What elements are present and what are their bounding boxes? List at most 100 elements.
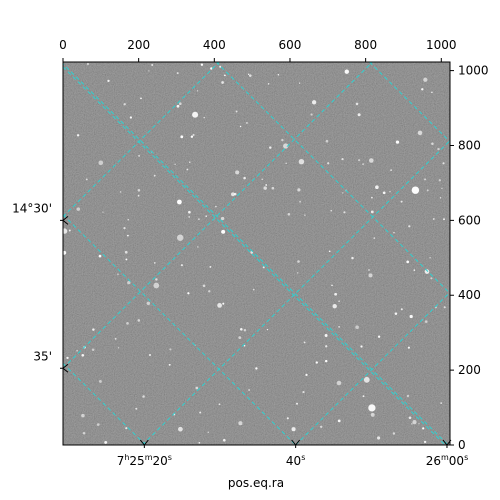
star	[85, 178, 88, 181]
star	[76, 207, 81, 211]
star	[429, 257, 431, 259]
grid-line-2	[63, 363, 146, 445]
image-panel	[62, 61, 451, 446]
star	[408, 416, 412, 420]
x-tick-label: 400	[203, 38, 226, 52]
star	[421, 88, 424, 91]
star	[338, 326, 340, 328]
star	[174, 163, 176, 165]
star	[192, 111, 199, 118]
star	[209, 265, 212, 268]
star	[390, 169, 392, 171]
grid-line-5	[63, 63, 449, 445]
star	[296, 402, 298, 405]
y-tick-label: 800	[458, 138, 481, 152]
star	[443, 306, 446, 309]
star	[235, 110, 238, 113]
ra-tick-mark	[442, 439, 452, 448]
star	[422, 427, 425, 430]
star	[98, 160, 104, 166]
star	[441, 187, 443, 190]
star	[127, 219, 129, 221]
star	[363, 376, 370, 383]
star	[430, 277, 433, 280]
star	[207, 431, 209, 433]
star	[281, 138, 284, 142]
star	[423, 440, 427, 444]
star	[358, 159, 361, 162]
star	[176, 72, 179, 75]
star	[217, 303, 222, 308]
star	[177, 234, 184, 241]
star	[370, 210, 374, 214]
star	[332, 304, 337, 309]
star	[153, 261, 156, 264]
star	[138, 154, 141, 157]
star	[82, 432, 86, 435]
star	[297, 260, 300, 263]
star	[266, 328, 269, 331]
star	[336, 380, 342, 386]
star	[342, 192, 344, 194]
star	[286, 417, 289, 420]
coordinate-grid	[63, 62, 450, 445]
star	[382, 191, 386, 195]
star	[98, 379, 102, 383]
star	[418, 423, 420, 425]
star	[351, 256, 354, 260]
star	[219, 65, 222, 68]
y-tick-label: 1000	[458, 64, 489, 78]
star	[192, 133, 195, 136]
star	[199, 411, 202, 414]
star	[417, 130, 423, 136]
star	[125, 258, 128, 261]
star	[76, 349, 78, 352]
star	[426, 189, 429, 192]
star	[104, 440, 108, 444]
star	[341, 158, 344, 161]
star	[197, 246, 199, 248]
x-tick-label: 0	[59, 38, 67, 52]
star	[325, 345, 328, 348]
star	[424, 178, 427, 181]
star	[400, 308, 403, 311]
star	[324, 359, 328, 363]
star	[243, 329, 247, 332]
star	[188, 210, 191, 214]
star	[297, 272, 299, 274]
star	[439, 197, 442, 199]
star	[81, 353, 85, 357]
star	[252, 288, 255, 291]
star	[221, 229, 226, 234]
star	[432, 218, 435, 220]
star	[240, 328, 243, 331]
star	[303, 341, 306, 344]
star	[245, 121, 248, 124]
star	[190, 135, 194, 138]
y-tick-label: 200	[458, 363, 481, 377]
x-tick-label: 200	[127, 38, 150, 52]
star	[155, 278, 158, 281]
star	[297, 188, 301, 192]
star	[310, 113, 313, 116]
star	[377, 436, 381, 440]
star	[129, 116, 133, 119]
star	[357, 113, 361, 117]
star	[362, 395, 365, 398]
star	[149, 354, 151, 356]
star	[269, 146, 272, 149]
star	[338, 300, 340, 302]
star	[114, 337, 117, 340]
star	[126, 322, 129, 325]
star	[222, 302, 225, 305]
star	[188, 215, 191, 218]
star	[125, 427, 128, 430]
star	[437, 147, 440, 151]
star	[123, 227, 126, 230]
grid-line-6	[63, 62, 220, 217]
ra-ticks-bottom: 7h25m20s 40s 26m00s	[117, 439, 468, 468]
star	[235, 170, 240, 175]
star	[407, 346, 410, 349]
star	[370, 412, 375, 417]
star	[243, 176, 246, 180]
